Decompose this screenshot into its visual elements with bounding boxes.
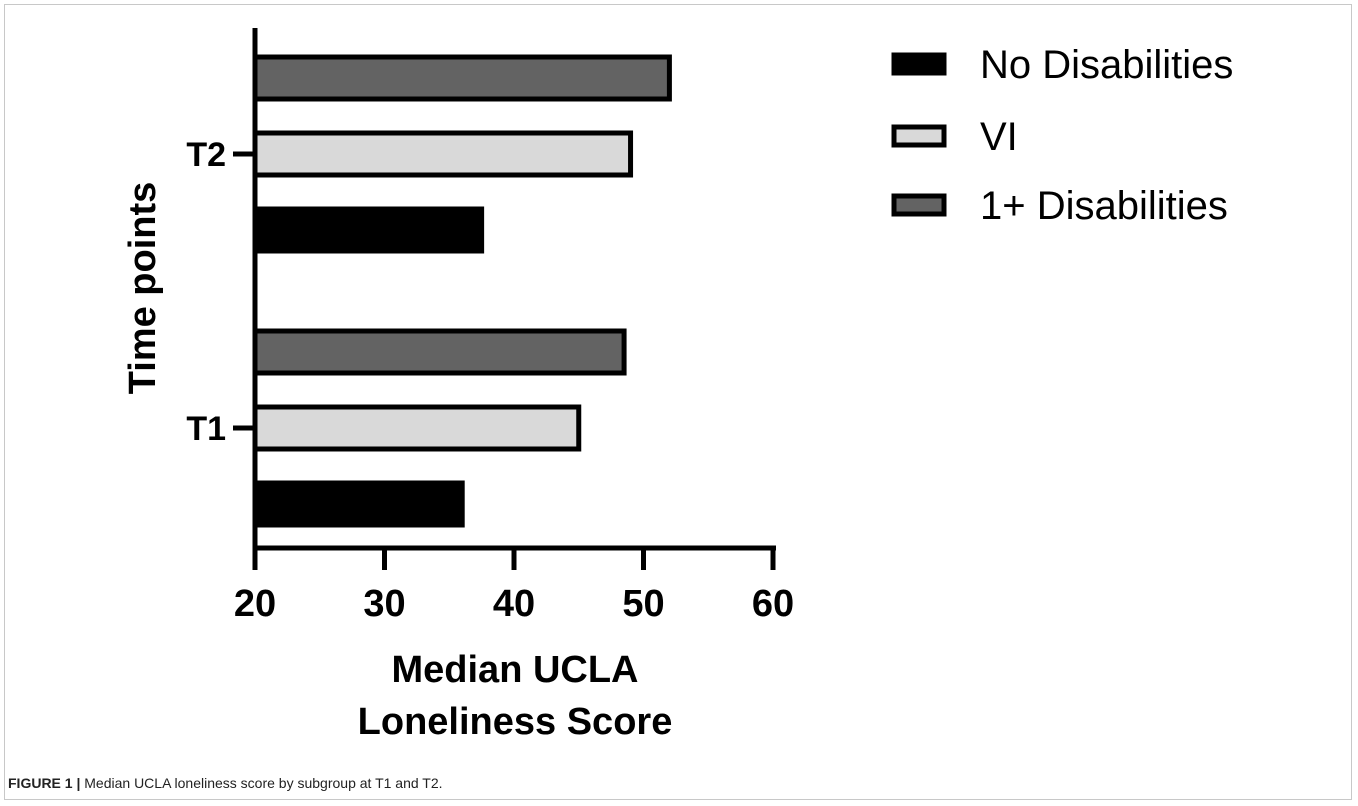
caption-label: FIGURE 1 |	[8, 775, 81, 791]
bar-t1-vi	[252, 404, 582, 452]
legend-label-no-disabilities: No Disabilities	[980, 43, 1233, 87]
legend-swatch-vi	[891, 124, 947, 148]
axes-layer	[252, 28, 776, 551]
y-tick-label-t1: T1	[186, 410, 226, 448]
y-tick-label-t2: T2	[186, 136, 226, 174]
x-tick-label-60: 60	[752, 583, 794, 625]
x-tick-label-30: 30	[363, 583, 405, 625]
bar-t2-1-disabilities	[252, 54, 672, 102]
legend-swatch-no-disabilities	[891, 52, 947, 76]
x-tick-label-20: 20	[234, 583, 276, 625]
legend-swatch-1-disabilities	[891, 193, 947, 217]
x-tick-label-50: 50	[622, 583, 664, 625]
y-axis-title: Time points	[122, 182, 164, 395]
x-tick-label-40: 40	[493, 583, 535, 625]
legend: No Disabilities VI 1+ Disabilities	[891, 43, 1233, 228]
legend-label-vi: VI	[980, 115, 1018, 159]
bar-t1-1-disabilities	[252, 328, 627, 376]
ticks-layer: T1 T2 20 30 40 50 60	[186, 136, 794, 625]
caption-text: Median UCLA loneliness score by subgroup…	[80, 775, 443, 791]
legend-label-1-disabilities: 1+ Disabilities	[980, 184, 1228, 228]
bar-chart: T1 T2 20 30 40 50 60 Median UCLA Loneliness Sc…	[122, 28, 1233, 743]
bars-layer	[252, 54, 672, 528]
x-axis-title-line1: Median UCLA	[392, 649, 639, 691]
bar-t1-no-disabilities	[252, 480, 465, 528]
bar-t2-no-disabilities	[252, 206, 485, 254]
figure-frame	[4, 4, 1352, 800]
figure-caption: FIGURE 1 | Median UCLA loneliness score …	[8, 775, 443, 791]
bar-t2-vi	[252, 130, 634, 178]
x-axis-title-line2: Loneliness Score	[358, 701, 673, 743]
